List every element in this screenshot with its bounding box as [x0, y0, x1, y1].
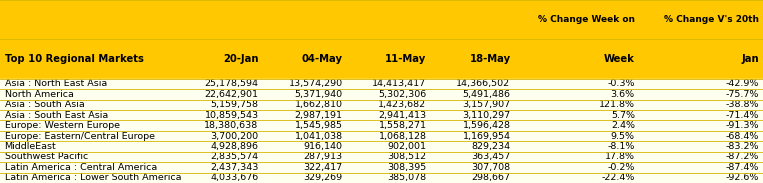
Text: 18,380,638: 18,380,638 [204, 121, 259, 130]
Text: -68.4%: -68.4% [726, 132, 759, 141]
Text: -71.4%: -71.4% [726, 111, 759, 120]
Text: 3,110,297: 3,110,297 [462, 111, 510, 120]
Text: 1,169,954: 1,169,954 [462, 132, 510, 141]
Bar [0, 89, 763, 100]
Text: -91.3%: -91.3% [726, 121, 759, 130]
Text: 2,941,413: 2,941,413 [378, 111, 427, 120]
Text: Europe: Western Europe: Europe: Western Europe [5, 121, 120, 130]
Text: 1,596,428: 1,596,428 [462, 121, 510, 130]
Text: 18-May: 18-May [469, 54, 510, 64]
Text: 5,302,306: 5,302,306 [378, 90, 427, 99]
Text: 5,491,486: 5,491,486 [462, 90, 510, 99]
Text: 17.8%: 17.8% [605, 152, 635, 161]
Text: 04-May: 04-May [301, 54, 343, 64]
Text: 1,423,682: 1,423,682 [378, 100, 427, 109]
Text: 22,642,901: 22,642,901 [204, 90, 259, 99]
Text: -38.8%: -38.8% [726, 100, 759, 109]
Text: 902,001: 902,001 [388, 142, 427, 151]
Text: 11-May: 11-May [385, 54, 427, 64]
Text: 1,041,038: 1,041,038 [295, 132, 343, 141]
Text: 3.6%: 3.6% [610, 90, 635, 99]
Text: -42.9%: -42.9% [726, 79, 759, 88]
Bar [0, 0, 763, 79]
Text: % Change Week on: % Change Week on [538, 15, 635, 24]
Text: 13,574,290: 13,574,290 [288, 79, 343, 88]
Text: 25,178,594: 25,178,594 [204, 79, 259, 88]
Text: 307,708: 307,708 [472, 163, 510, 172]
Text: -87.2%: -87.2% [726, 152, 759, 161]
Text: 4,928,896: 4,928,896 [211, 142, 259, 151]
Text: 1,558,271: 1,558,271 [378, 121, 427, 130]
Text: % Change V's 20th: % Change V's 20th [664, 15, 759, 24]
Text: Jan: Jan [742, 54, 759, 64]
Text: 287,913: 287,913 [304, 152, 343, 161]
Text: Europe: Eastern/Central Europe: Europe: Eastern/Central Europe [5, 132, 155, 141]
Text: -83.2%: -83.2% [726, 142, 759, 151]
Text: -8.1%: -8.1% [607, 142, 635, 151]
Bar [0, 100, 763, 110]
Text: 916,140: 916,140 [304, 142, 343, 151]
Text: 10,859,543: 10,859,543 [204, 111, 259, 120]
Text: 9.5%: 9.5% [611, 132, 635, 141]
Text: 3,157,907: 3,157,907 [462, 100, 510, 109]
Text: 1,662,810: 1,662,810 [295, 100, 343, 109]
Text: MiddleEast: MiddleEast [5, 142, 56, 151]
Text: Top 10 Regional Markets: Top 10 Regional Markets [5, 54, 143, 64]
Text: Latin America : Central America: Latin America : Central America [5, 163, 157, 172]
Text: 14,366,502: 14,366,502 [456, 79, 510, 88]
Text: -0.2%: -0.2% [607, 163, 635, 172]
Text: -0.3%: -0.3% [607, 79, 635, 88]
Text: Southwest Pacific: Southwest Pacific [5, 152, 88, 161]
Text: 2,437,343: 2,437,343 [211, 163, 259, 172]
Text: North America: North America [5, 90, 73, 99]
Text: 385,078: 385,078 [388, 173, 427, 182]
Text: -87.4%: -87.4% [726, 163, 759, 172]
Text: 14,413,417: 14,413,417 [372, 79, 427, 88]
Text: 121.8%: 121.8% [599, 100, 635, 109]
Text: 5,371,940: 5,371,940 [295, 90, 343, 99]
Text: 298,667: 298,667 [472, 173, 510, 182]
Bar [0, 79, 763, 89]
Text: 329,269: 329,269 [304, 173, 343, 182]
Text: -22.4%: -22.4% [601, 173, 635, 182]
Text: 308,395: 308,395 [388, 163, 427, 172]
Bar [0, 110, 763, 120]
Text: 363,457: 363,457 [472, 152, 510, 161]
Text: -75.7%: -75.7% [726, 90, 759, 99]
Bar [0, 173, 763, 183]
Text: 1,545,985: 1,545,985 [295, 121, 343, 130]
Text: 1,068,128: 1,068,128 [378, 132, 427, 141]
Bar [0, 162, 763, 173]
Text: 4,033,676: 4,033,676 [211, 173, 259, 182]
Text: 308,512: 308,512 [388, 152, 427, 161]
Text: 20-Jan: 20-Jan [223, 54, 259, 64]
Bar [0, 120, 763, 131]
Text: 829,234: 829,234 [472, 142, 510, 151]
Text: 2,987,191: 2,987,191 [295, 111, 343, 120]
Text: Asia : North East Asia: Asia : North East Asia [5, 79, 107, 88]
Text: 2.4%: 2.4% [611, 121, 635, 130]
Text: 5,159,758: 5,159,758 [211, 100, 259, 109]
Bar [0, 152, 763, 162]
Text: Latin America : Lower South America: Latin America : Lower South America [5, 173, 181, 182]
Text: 322,417: 322,417 [304, 163, 343, 172]
Bar [0, 141, 763, 152]
Text: -92.6%: -92.6% [726, 173, 759, 182]
Text: Asia : South East Asia: Asia : South East Asia [5, 111, 108, 120]
Text: 3,700,200: 3,700,200 [211, 132, 259, 141]
Bar [0, 131, 763, 141]
Text: Asia : South Asia: Asia : South Asia [5, 100, 85, 109]
Text: Week: Week [604, 54, 635, 64]
Text: 2,835,574: 2,835,574 [211, 152, 259, 161]
Text: 5.7%: 5.7% [611, 111, 635, 120]
